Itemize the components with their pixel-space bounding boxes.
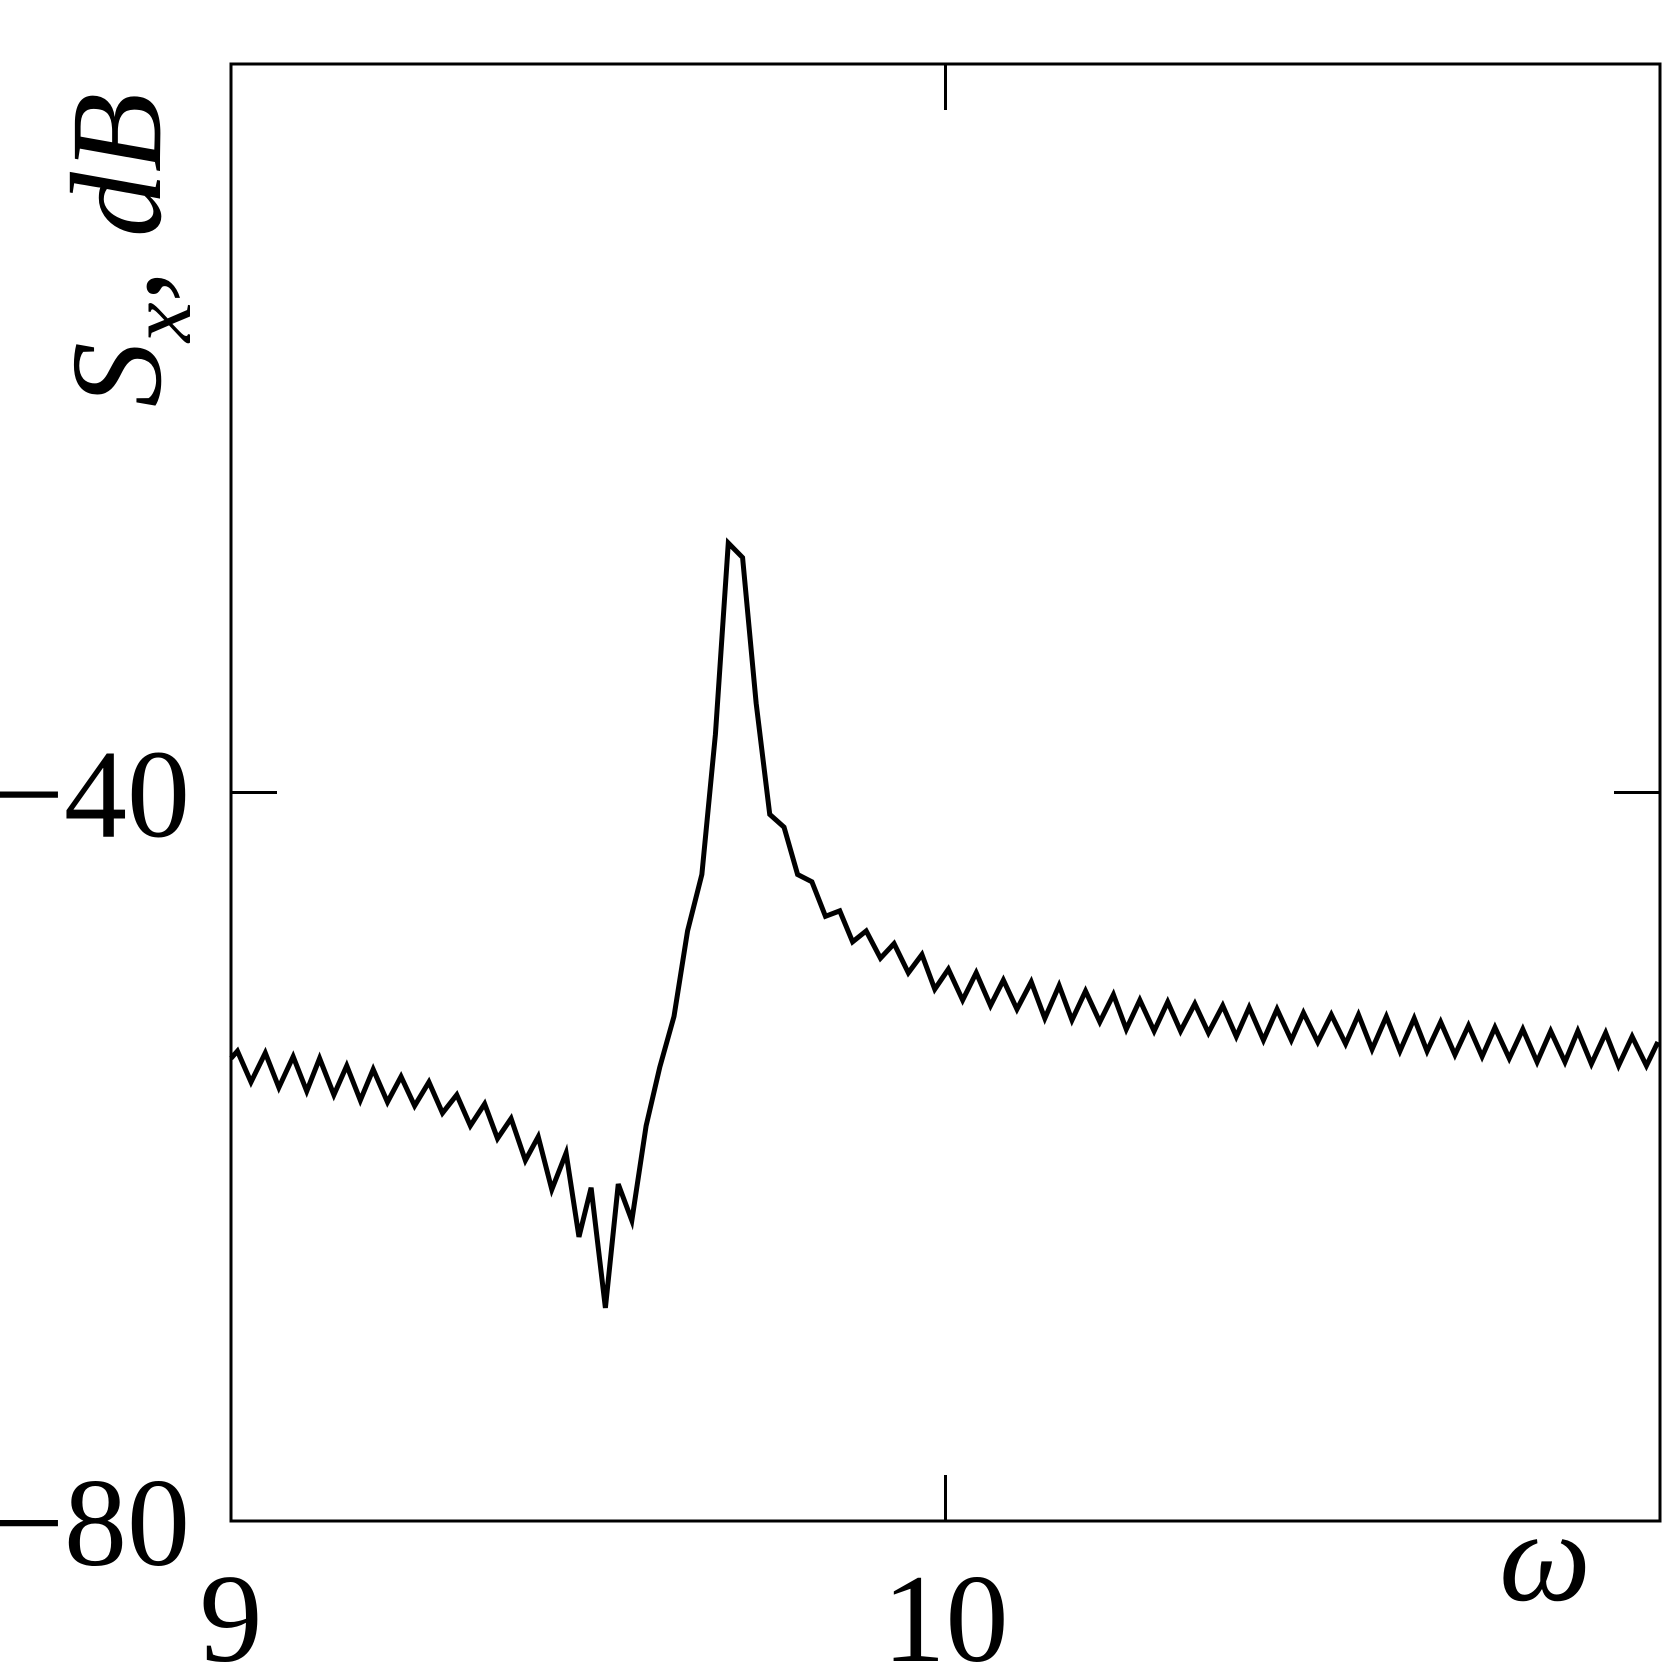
x-axis-label: ω — [1499, 1485, 1591, 1629]
y-label-suffix: , dB — [45, 93, 189, 302]
y-tick-label: −40 — [0, 726, 190, 865]
y-axis-label: Sx, dB — [45, 93, 210, 407]
y-label-subscript: x — [111, 302, 210, 344]
x-tick-label: 9 — [200, 1550, 263, 1666]
y-tick-label: −80 — [0, 1454, 190, 1593]
data-line — [229, 537, 1661, 1309]
plot-frame — [229, 62, 1662, 1523]
y-label-base: S — [45, 342, 189, 407]
x-tick-label: 10 — [883, 1550, 1009, 1666]
